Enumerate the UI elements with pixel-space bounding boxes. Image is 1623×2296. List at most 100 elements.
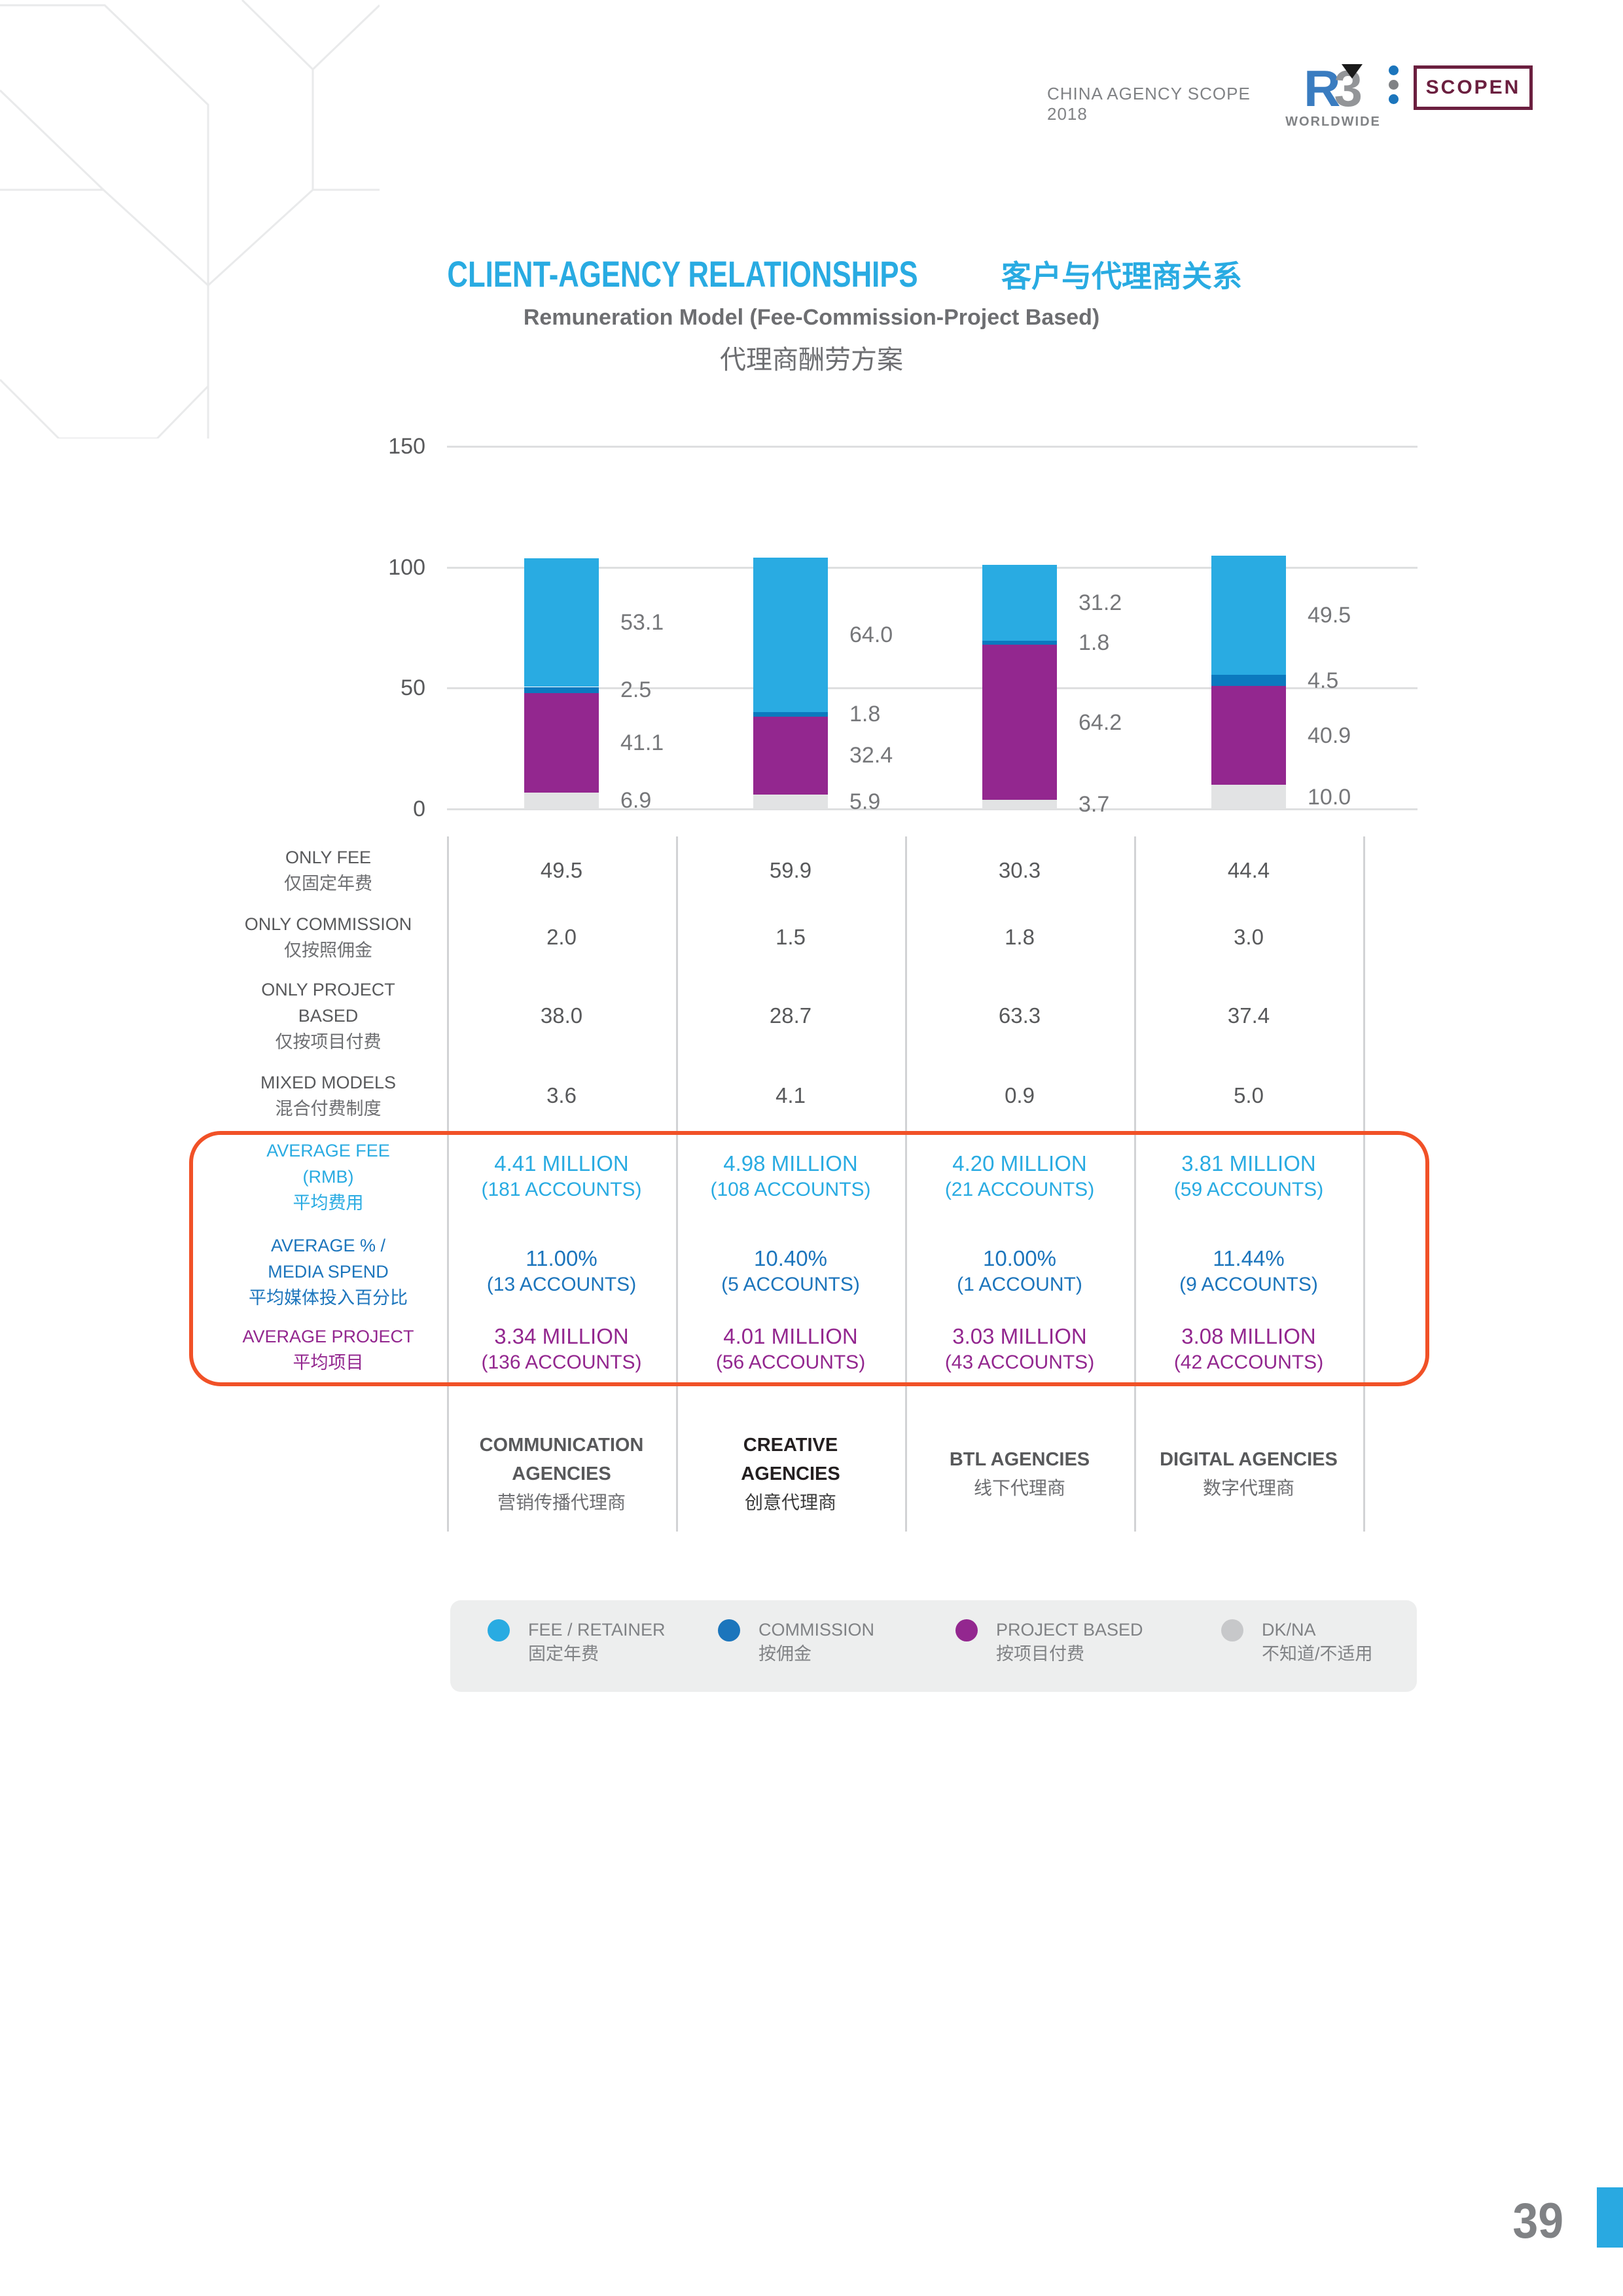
row-label-line: ONLY PROJECT	[261, 980, 395, 999]
column-header-line: COMMUNICATION	[479, 1435, 644, 1456]
table-cell: 10.00% (1 ACCOUNT)	[908, 1246, 1132, 1298]
row-label: ONLY COMMISSION 仅按照佣金	[209, 911, 447, 963]
table-cell: 10.40% (5 ACCOUNTS)	[679, 1246, 902, 1298]
bar-segment-project-based	[524, 692, 599, 793]
page-title-en: CLIENT-AGENCY RELATIONSHIPS	[447, 253, 918, 295]
bar-segment-project-based	[1211, 686, 1286, 785]
table-cell-line: 3.03 MILLION	[952, 1324, 1087, 1348]
legend-item-fee-retainer: FEE / RETAINER 固定年费	[488, 1618, 666, 1666]
bar-segment-commission	[982, 640, 1057, 645]
r3-worldwide-logo: R3 WORLDWIDE	[1284, 63, 1382, 128]
column-header-line: DIGITAL AGENCIES	[1160, 1449, 1338, 1470]
row-label: AVERAGE PROJECT 平均项目	[209, 1323, 447, 1376]
row-label-line: BASED	[298, 1006, 359, 1026]
column-header-zh: 创意代理商	[744, 1492, 836, 1513]
table-cell-line: 38.0	[540, 1003, 583, 1028]
table-cell: 3.03 MILLION (43 ACCOUNTS)	[908, 1323, 1132, 1376]
row-label: ONLY PROJECT BASED 仅按项目付费	[209, 977, 447, 1055]
subtitle-en: Remuneration Model (Fee-Commission-Proje…	[523, 305, 1100, 330]
bar-value-label: 64.0	[849, 622, 893, 647]
table-cell: 4.01 MILLION (56 ACCOUNTS)	[679, 1323, 902, 1376]
table-cell-line: 63.3	[998, 1003, 1041, 1028]
column-header-line: AGENCIES	[512, 1463, 611, 1484]
bar-segment-commission	[753, 711, 828, 717]
bar-segment-fee-retainer	[524, 558, 599, 687]
table-cell: 3.6	[450, 1083, 673, 1109]
bar-segment-fee-retainer	[1211, 555, 1286, 675]
page-number: 39	[1512, 2193, 1564, 2249]
table-cell: 30.3	[908, 857, 1132, 884]
legend-label-en: COMMISSION	[758, 1620, 875, 1640]
page-edge-accent	[1597, 2187, 1623, 2248]
table-cell-line: 4.98 MILLION	[723, 1151, 858, 1175]
table-cell-line: (9 ACCOUNTS)	[1179, 1274, 1318, 1295]
row-label: AVERAGE % / MEDIA SPEND 平均媒体投入百分比	[209, 1232, 447, 1311]
bar-value-label: 64.2	[1079, 709, 1122, 735]
table-cell-line: 4.20 MILLION	[952, 1151, 1087, 1175]
bar-value-label: 6.9	[620, 788, 652, 814]
table-cell: 44.4	[1137, 857, 1361, 884]
table-cell-line: 3.0	[1234, 925, 1264, 949]
row-label-line: AVERAGE % /	[270, 1236, 386, 1255]
bar-value-label: 49.5	[1308, 603, 1351, 628]
column-header-zh: 营销传播代理商	[497, 1492, 626, 1513]
table-cell: 1.8	[908, 924, 1132, 950]
table-cell: 3.0	[1137, 924, 1361, 950]
dot-gray-middle	[1389, 80, 1399, 90]
column-header-1: COMMUNICATION AGENCIES 营销传播代理商	[450, 1431, 673, 1517]
row-label-zh: 仅按照佣金	[284, 941, 372, 960]
table-cell-line: 3.6	[546, 1083, 577, 1107]
table-cell: 3.81 MILLION (59 ACCOUNTS)	[1137, 1151, 1361, 1203]
bar-value-label: 53.1	[620, 610, 664, 636]
table-cell-line: 11.44%	[1213, 1246, 1285, 1270]
legend-label-en: PROJECT BASED	[996, 1620, 1143, 1640]
table-cell-line: (108 ACCOUNTS)	[710, 1179, 871, 1200]
table-cell-line: 0.9	[1005, 1083, 1035, 1107]
row-label-line: (RMB)	[302, 1167, 354, 1187]
column-divider-0	[447, 836, 449, 1532]
row-label: MIXED MODELS 混合付费制度	[209, 1069, 447, 1122]
table-cell: 11.00% (13 ACCOUNTS)	[450, 1246, 673, 1298]
table-cell-line: (181 ACCOUNTS)	[481, 1179, 642, 1200]
table-cell: 63.3	[908, 1003, 1132, 1029]
column-header-line: AGENCIES	[741, 1463, 840, 1484]
table-cell-line: 10.00%	[983, 1246, 1056, 1270]
row-label-line: ONLY FEE	[285, 848, 372, 867]
table-cell-line: (1 ACCOUNT)	[957, 1274, 1082, 1295]
column-divider-3	[1134, 836, 1136, 1532]
row-label-zh: 平均媒体投入百分比	[249, 1288, 408, 1308]
report-title: CHINA AGENCY SCOPE 2018	[1047, 84, 1251, 124]
table-cell: 4.20 MILLION (21 ACCOUNTS)	[908, 1151, 1132, 1203]
logo-dots-icon	[1389, 65, 1399, 109]
row-label-line: AVERAGE FEE	[266, 1141, 390, 1160]
table-cell-line: (43 ACCOUNTS)	[944, 1352, 1095, 1373]
table-cell: 3.08 MILLION (42 ACCOUNTS)	[1137, 1323, 1361, 1376]
bar-value-label: 10.0	[1308, 784, 1351, 810]
y-tick-label-100: 100	[388, 554, 425, 580]
table-cell-line: 37.4	[1227, 1003, 1270, 1028]
legend-label: PROJECT BASED 按项目付费	[996, 1618, 1143, 1666]
table-cell: 3.34 MILLION (136 ACCOUNTS)	[450, 1323, 673, 1376]
legend-item-project-based: PROJECT BASED 按项目付费	[955, 1618, 1143, 1666]
row-label-zh: 仅固定年费	[284, 874, 372, 893]
table-cell-line: 11.00%	[526, 1246, 597, 1270]
column-header-line: BTL AGENCIES	[949, 1449, 1090, 1470]
gridline-150	[447, 446, 1418, 448]
bar-value-label: 3.7	[1079, 792, 1110, 817]
row-label-zh: 平均项目	[293, 1353, 364, 1372]
bar-value-label: 1.8	[849, 702, 881, 727]
table-cell-line: 3.81 MILLION	[1181, 1151, 1316, 1175]
row-label: ONLY FEE 仅固定年费	[209, 844, 447, 897]
table-cell-line: 49.5	[540, 858, 583, 882]
table-cell-line: (56 ACCOUNTS)	[715, 1352, 866, 1373]
title-block: CLIENT-AGENCY RELATIONSHIPS 客户与代理商关系 Rem…	[0, 253, 1623, 376]
bar-value-label: 4.5	[1308, 668, 1339, 693]
bar-segment-dk-na	[982, 800, 1057, 809]
table-cell-line: 44.4	[1227, 858, 1270, 882]
column-header-4: DIGITAL AGENCIES 数字代理商	[1137, 1445, 1361, 1503]
y-tick-label-50: 50	[401, 675, 425, 701]
table-cell-line: 4.1	[776, 1083, 806, 1107]
legend-swatch-icon	[718, 1619, 740, 1641]
bar-segment-commission	[1211, 675, 1286, 687]
